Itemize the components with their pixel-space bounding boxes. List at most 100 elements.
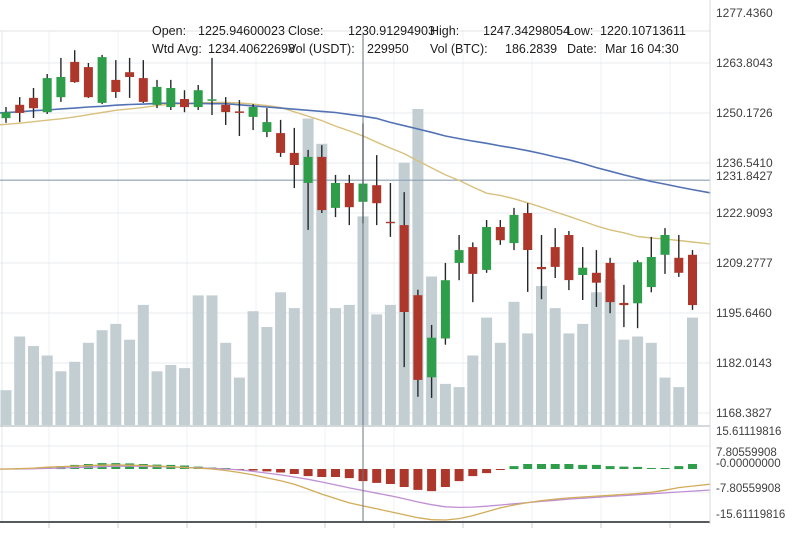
macd-histogram-bar[interactable] bbox=[440, 469, 450, 487]
macd-histogram-bar[interactable] bbox=[578, 464, 588, 469]
candle-down[interactable] bbox=[688, 254, 697, 306]
candle-down[interactable] bbox=[180, 99, 189, 108]
volume-bar[interactable] bbox=[659, 377, 671, 425]
volume-bar[interactable] bbox=[206, 295, 218, 425]
candle-down[interactable] bbox=[413, 295, 423, 380]
volume-bar[interactable] bbox=[384, 304, 396, 425]
volume-bar[interactable] bbox=[536, 286, 547, 425]
candle-up[interactable] bbox=[427, 337, 437, 378]
volume-bar[interactable] bbox=[632, 336, 644, 426]
macd-histogram-bar[interactable] bbox=[674, 466, 684, 470]
volume-bar[interactable] bbox=[508, 301, 520, 425]
candle-up[interactable] bbox=[166, 88, 176, 108]
candle-down[interactable] bbox=[125, 72, 135, 77]
candle-down[interactable] bbox=[591, 272, 601, 283]
macd-histogram-bar[interactable] bbox=[509, 466, 519, 470]
candle-up[interactable] bbox=[248, 107, 258, 117]
macd-histogram-bar[interactable] bbox=[289, 469, 299, 474]
volume-bar[interactable] bbox=[467, 355, 479, 426]
candle-down[interactable] bbox=[619, 302, 629, 306]
volume-bar[interactable] bbox=[453, 387, 465, 425]
candle-down[interactable] bbox=[344, 183, 354, 208]
macd-histogram-bar[interactable] bbox=[482, 469, 492, 474]
candle-down[interactable] bbox=[550, 247, 560, 267]
volume-bar[interactable] bbox=[412, 109, 424, 425]
volume-bar[interactable] bbox=[343, 304, 355, 425]
volume-bar[interactable] bbox=[233, 377, 245, 425]
candle-down[interactable] bbox=[385, 221, 395, 224]
macd-histogram-bar[interactable] bbox=[317, 469, 327, 477]
macd-histogram-bar[interactable] bbox=[591, 464, 601, 469]
volume-bar[interactable] bbox=[549, 308, 561, 425]
candle-up[interactable] bbox=[509, 214, 519, 244]
macd-histogram-bar[interactable] bbox=[564, 464, 574, 469]
macd-histogram-bar[interactable] bbox=[344, 469, 354, 479]
candle-down[interactable] bbox=[83, 67, 93, 98]
candle-up[interactable] bbox=[152, 86, 162, 105]
candle-down[interactable] bbox=[605, 262, 615, 303]
candle-up[interactable] bbox=[578, 267, 588, 275]
candle-down[interactable] bbox=[468, 247, 478, 274]
candle-up[interactable] bbox=[482, 227, 492, 270]
candle-up[interactable] bbox=[646, 257, 656, 288]
volume-bar[interactable] bbox=[96, 330, 108, 425]
macd-histogram-bar[interactable] bbox=[303, 469, 313, 477]
macd-histogram-bar[interactable] bbox=[427, 469, 437, 492]
macd-histogram-bar[interactable] bbox=[537, 464, 546, 469]
macd-histogram-bar[interactable] bbox=[468, 469, 478, 477]
volume-bar[interactable] bbox=[55, 371, 67, 425]
candle-down[interactable] bbox=[111, 79, 121, 92]
candle-down[interactable] bbox=[564, 235, 574, 281]
candle-down[interactable] bbox=[399, 225, 409, 312]
macd-histogram-bar[interactable] bbox=[633, 466, 643, 469]
volume-bar[interactable] bbox=[110, 323, 122, 425]
candle-up[interactable] bbox=[207, 99, 217, 101]
volume-bar[interactable] bbox=[275, 292, 287, 425]
candle-down[interactable] bbox=[70, 61, 80, 83]
volume-bar[interactable] bbox=[261, 327, 273, 425]
volume-bar[interactable] bbox=[563, 333, 575, 425]
volume-bar[interactable] bbox=[316, 143, 328, 426]
candle-down[interactable] bbox=[29, 97, 38, 109]
volume-bar[interactable] bbox=[82, 342, 94, 425]
volume-bar[interactable] bbox=[439, 383, 451, 425]
candle-up[interactable] bbox=[331, 183, 340, 208]
volume-bar[interactable] bbox=[247, 311, 259, 425]
macd-histogram-bar[interactable] bbox=[523, 464, 533, 469]
candle-up[interactable] bbox=[454, 250, 464, 263]
volume-bar[interactable] bbox=[590, 292, 602, 425]
volume-bar[interactable] bbox=[14, 336, 26, 426]
volume-bar[interactable] bbox=[28, 346, 39, 425]
candle-up[interactable] bbox=[633, 262, 643, 304]
volume-bar[interactable] bbox=[0, 390, 12, 425]
candle-up[interactable] bbox=[440, 280, 450, 339]
macd-histogram-bar[interactable] bbox=[248, 469, 258, 471]
candle-down[interactable] bbox=[234, 111, 244, 113]
volume-bar[interactable] bbox=[577, 323, 589, 425]
volume-bar[interactable] bbox=[220, 342, 232, 425]
volume-bar[interactable] bbox=[673, 387, 685, 425]
macd-histogram-bar[interactable] bbox=[495, 469, 505, 470]
volume-bar[interactable] bbox=[645, 342, 657, 425]
macd-histogram-bar[interactable] bbox=[619, 466, 629, 469]
volume-bar[interactable] bbox=[687, 317, 698, 425]
candle-down[interactable] bbox=[276, 133, 286, 153]
candle-down[interactable] bbox=[523, 213, 533, 250]
volume-bar[interactable] bbox=[494, 342, 506, 425]
volume-bar[interactable] bbox=[137, 304, 149, 425]
macd-histogram-bar[interactable] bbox=[276, 469, 286, 473]
candle-down[interactable] bbox=[289, 152, 299, 165]
macd-histogram-bar[interactable] bbox=[399, 469, 409, 487]
volume-bar[interactable] bbox=[151, 371, 163, 425]
macd-histogram-bar[interactable] bbox=[262, 469, 272, 472]
candle-up[interactable] bbox=[1, 112, 11, 119]
macd-histogram-bar[interactable] bbox=[550, 464, 560, 469]
candle-down[interactable] bbox=[15, 104, 25, 113]
volume-bar[interactable] bbox=[330, 308, 341, 425]
candle-down[interactable] bbox=[674, 257, 684, 273]
volume-bar[interactable] bbox=[41, 355, 53, 426]
volume-bar[interactable] bbox=[604, 279, 616, 425]
candle-down[interactable] bbox=[495, 227, 505, 241]
volume-bar[interactable] bbox=[371, 314, 383, 425]
